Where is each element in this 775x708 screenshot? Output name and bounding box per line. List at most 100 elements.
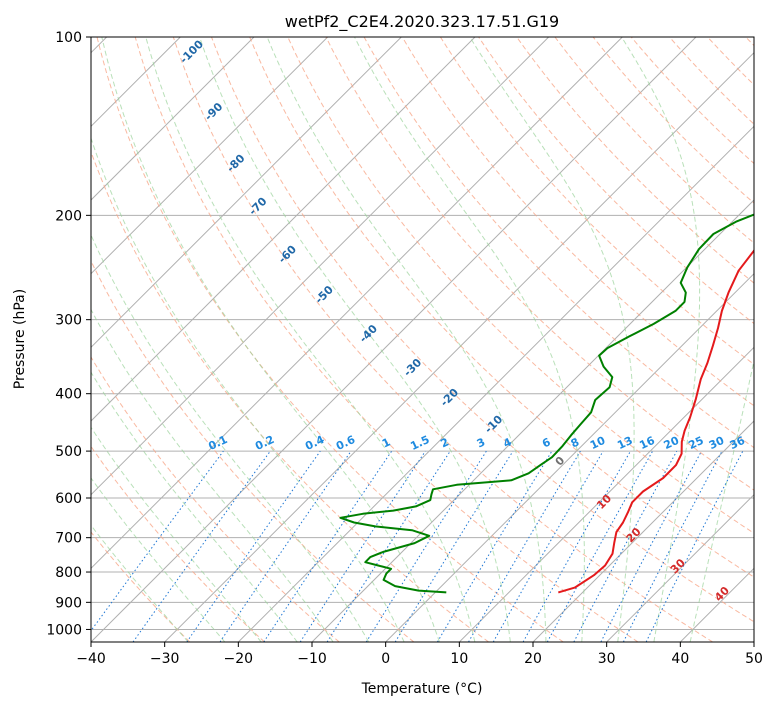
moist-adiabat-line	[145, 37, 476, 642]
dry-adiabat-line	[707, 37, 754, 86]
x-tick-label: 20	[524, 651, 542, 667]
mixing-ratio-label: 1.5	[408, 433, 431, 453]
axis-ticks: −40 −30 −20 −10 0 10 20 30 40 5010020030040050060…	[46, 30, 763, 667]
isotherm-line	[606, 493, 754, 642]
moist-adiabat-line	[91, 308, 334, 642]
dry-adiabat-line	[592, 37, 754, 204]
dry-adiabat-label: -80	[224, 152, 247, 175]
isotherm-line	[91, 37, 255, 201]
dry-adiabat-label: -20	[438, 386, 461, 409]
plot-frame	[90, 36, 755, 643]
moist-adiabat-line	[91, 524, 189, 642]
mixing-ratio-line	[645, 450, 744, 642]
mixing-ratio-line	[299, 450, 426, 642]
dry-adiabat-label: -60	[276, 242, 299, 265]
mixing-ratio-line	[219, 450, 352, 642]
dry-adiabat-line	[401, 37, 754, 407]
x-tick-label: 50	[745, 651, 763, 667]
dry-adiabat-line	[554, 37, 754, 244]
isotherm-line	[91, 37, 697, 642]
y-tick-label: 200	[55, 208, 82, 224]
moist-adiabat-line	[199, 37, 511, 642]
moist-adiabat-line	[354, 37, 585, 642]
x-tick-label: 30	[598, 651, 616, 667]
mixing-ratio-label: 25	[686, 434, 705, 452]
dry-adiabat-line	[96, 37, 564, 642]
moist-adiabat-line	[266, 37, 547, 642]
x-axis-label: Temperature (°C)	[361, 681, 483, 697]
dry-adiabat-line	[439, 37, 754, 366]
x-tick-label: −30	[150, 651, 180, 667]
dry-adiabat-line	[478, 37, 754, 325]
mixing-ratio-label: 16	[637, 434, 657, 452]
mixing-ratio-line	[522, 450, 631, 642]
y-axis-label: Pressure (hPa)	[12, 289, 28, 389]
dry-adiabat-line	[669, 37, 754, 125]
line-labels: 0.1 0.2 0.4 0.6 1 1.5 2 3 4 6 8 10 13 16 20 25 30 36-100-…	[177, 37, 747, 604]
mixing-ratio-label: 0.1	[206, 433, 229, 453]
x-tick-label: 10	[450, 651, 468, 667]
mixing-ratio-line	[622, 450, 723, 642]
dry-adiabat-label: -10	[482, 412, 505, 435]
moist-adiabat-line	[91, 136, 405, 642]
dry-adiabat-label: 0	[553, 454, 568, 469]
isotherm-line	[91, 37, 623, 570]
dry-adiabat-label: -30	[401, 356, 424, 379]
mixing-ratio-line	[186, 450, 321, 642]
dry-adiabat-line	[630, 37, 754, 165]
mixing-ratio-label: 0.4	[303, 433, 326, 453]
mixing-ratio-line	[326, 450, 451, 642]
mixing-ratio-line	[91, 450, 224, 632]
y-tick-label: 400	[55, 387, 82, 403]
dry-adiabat-line	[211, 37, 754, 623]
isotherm-line	[532, 420, 754, 642]
dry-adiabat-line	[249, 37, 754, 578]
dry-adiabat-line	[91, 445, 265, 642]
mixing-ratio-line	[394, 450, 514, 642]
x-tick-label: −20	[224, 651, 254, 667]
dry-adiabat-line	[91, 356, 340, 642]
mixing-ratio-label: 30	[707, 434, 727, 452]
x-tick-label: −40	[76, 651, 106, 667]
isotherm-line	[753, 641, 754, 642]
moist-adiabat-line	[101, 37, 440, 642]
mixing-ratio-label: 0.6	[334, 433, 357, 453]
mixing-ratio-label: 10	[588, 434, 608, 452]
profile-series-line	[339, 213, 754, 594]
profile-series	[339, 213, 754, 594]
moist-adiabat-line	[91, 233, 370, 642]
dry-adiabat-label: 30	[668, 556, 688, 576]
dry-adiabat-line	[91, 259, 415, 642]
y-tick-label: 100	[55, 30, 82, 46]
mixing-ratio-label: 3	[475, 435, 487, 450]
dry-adiabat-line	[745, 37, 754, 47]
moist-adiabat-line	[91, 426, 262, 642]
dry-adiabat-line	[172, 37, 713, 642]
y-tick-label: 300	[55, 313, 82, 329]
moist-adiabat-line	[91, 477, 226, 642]
mixing-ratio-label: 36	[728, 434, 748, 452]
isotherm-line	[237, 125, 754, 642]
y-tick-label: 600	[55, 491, 82, 507]
y-tick-label: 800	[55, 565, 82, 581]
x-tick-label: −10	[297, 651, 327, 667]
dry-adiabat-line	[325, 37, 754, 491]
dry-adiabat-line	[91, 531, 191, 642]
dry-adiabat-label: -100	[177, 37, 206, 66]
y-tick-label: 1000	[46, 622, 82, 638]
x-tick-label: 0	[381, 651, 390, 667]
mixing-ratio-line	[546, 450, 654, 642]
y-tick-label: 700	[55, 531, 82, 547]
profile-series-line	[558, 248, 754, 594]
mixing-ratio-line	[132, 450, 271, 642]
moist-adiabat-line	[469, 37, 635, 642]
mixing-ratio-line	[436, 450, 553, 642]
isotherm-line	[458, 346, 754, 642]
chart-title: wetPf2_C2E4.2020.323.17.51.G19	[285, 12, 559, 32]
moist-adiabat-line	[689, 358, 754, 642]
dry-adiabat-label: 40	[712, 584, 732, 604]
mixing-ratio-label: 1	[380, 435, 392, 450]
background-lines	[91, 37, 754, 642]
